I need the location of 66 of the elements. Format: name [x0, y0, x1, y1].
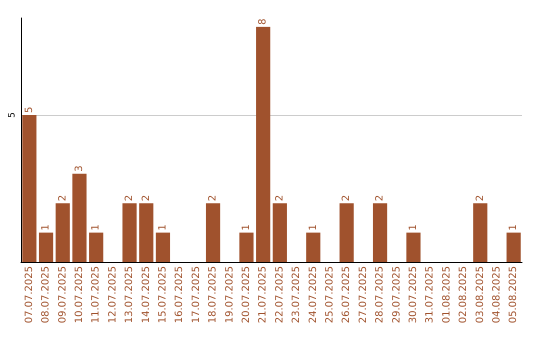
x-tick-label: 24.07.2025: [308, 266, 319, 324]
data-label: 1: [40, 224, 52, 231]
bar: [372, 203, 388, 262]
x-tick-label: 21.07.2025: [258, 266, 269, 324]
data-label: 2: [140, 194, 152, 202]
data-label: 2: [274, 194, 286, 202]
x-tick-label: 28.07.2025: [374, 266, 386, 324]
bar: [56, 203, 70, 262]
x-tick-label: 30.07.2025: [408, 266, 419, 324]
bar: [139, 203, 154, 262]
bar: [89, 232, 104, 262]
bar: [206, 203, 220, 262]
bar: [22, 115, 36, 262]
data-label: 1: [157, 224, 168, 231]
x-tick-label: 05.08.2025: [508, 266, 520, 324]
bar: [306, 232, 320, 262]
bar: [38, 232, 54, 262]
x-tick-label: 09.07.2025: [57, 266, 68, 324]
data-label: 1: [308, 224, 319, 231]
x-tick-label: 18.07.2025: [208, 266, 219, 324]
data-label: 2: [341, 194, 352, 202]
bar: [473, 203, 488, 262]
x-tick-label: 08.07.2025: [40, 266, 52, 324]
x-tick-label: 27.07.2025: [358, 266, 369, 324]
x-tick-label: 31.07.2025: [424, 266, 436, 324]
bar: [122, 203, 137, 262]
x-tick-label: 16.07.2025: [174, 266, 186, 324]
x-tick-label: 02.08.2025: [458, 266, 470, 324]
data-label: 2: [474, 194, 486, 202]
x-tick-label: 15.07.2025: [157, 266, 168, 324]
bar: [256, 26, 270, 262]
bar: [272, 203, 287, 262]
data-label: 1: [90, 224, 102, 231]
x-tick-label: 13.07.2025: [124, 266, 136, 324]
bar: [239, 232, 254, 262]
x-tick-label: 22.07.2025: [274, 266, 286, 324]
x-tick-label: 14.07.2025: [140, 266, 152, 324]
x-tick-label: 03.08.2025: [474, 266, 486, 324]
data-label: 1: [408, 224, 419, 231]
x-tick-label: 10.07.2025: [74, 266, 85, 324]
x-tick-label: 11.07.2025: [90, 266, 102, 324]
data-label: 2: [374, 194, 386, 202]
bar: [506, 232, 521, 262]
data-label: 2: [124, 194, 136, 202]
x-tick-label: 26.07.2025: [341, 266, 352, 324]
x-tick-label: 17.07.2025: [190, 266, 202, 324]
x-tick-label: 01.08.2025: [441, 266, 452, 324]
x-tick-label: 20.07.2025: [240, 266, 252, 324]
data-label: 8: [258, 18, 269, 25]
data-label: 2: [57, 194, 68, 202]
bar: [340, 203, 354, 262]
bar: [406, 232, 421, 262]
x-tick-label: 23.07.2025: [291, 266, 302, 324]
data-label: 1: [508, 224, 520, 231]
x-tick-label: 29.07.2025: [391, 266, 402, 324]
x-tick-label: 12.07.2025: [107, 266, 118, 324]
data-label: 5: [24, 106, 35, 114]
data-label: 3: [74, 165, 85, 172]
x-tick-label: 07.07.2025: [24, 266, 35, 324]
x-tick-label: 19.07.2025: [224, 266, 236, 324]
data-label: 2: [208, 194, 219, 202]
data-label: 1: [240, 224, 252, 231]
x-tick-label: 04.08.2025: [491, 266, 502, 324]
bar: [156, 232, 170, 262]
x-tick-label: 25.07.2025: [324, 266, 336, 324]
bar: [72, 174, 87, 262]
